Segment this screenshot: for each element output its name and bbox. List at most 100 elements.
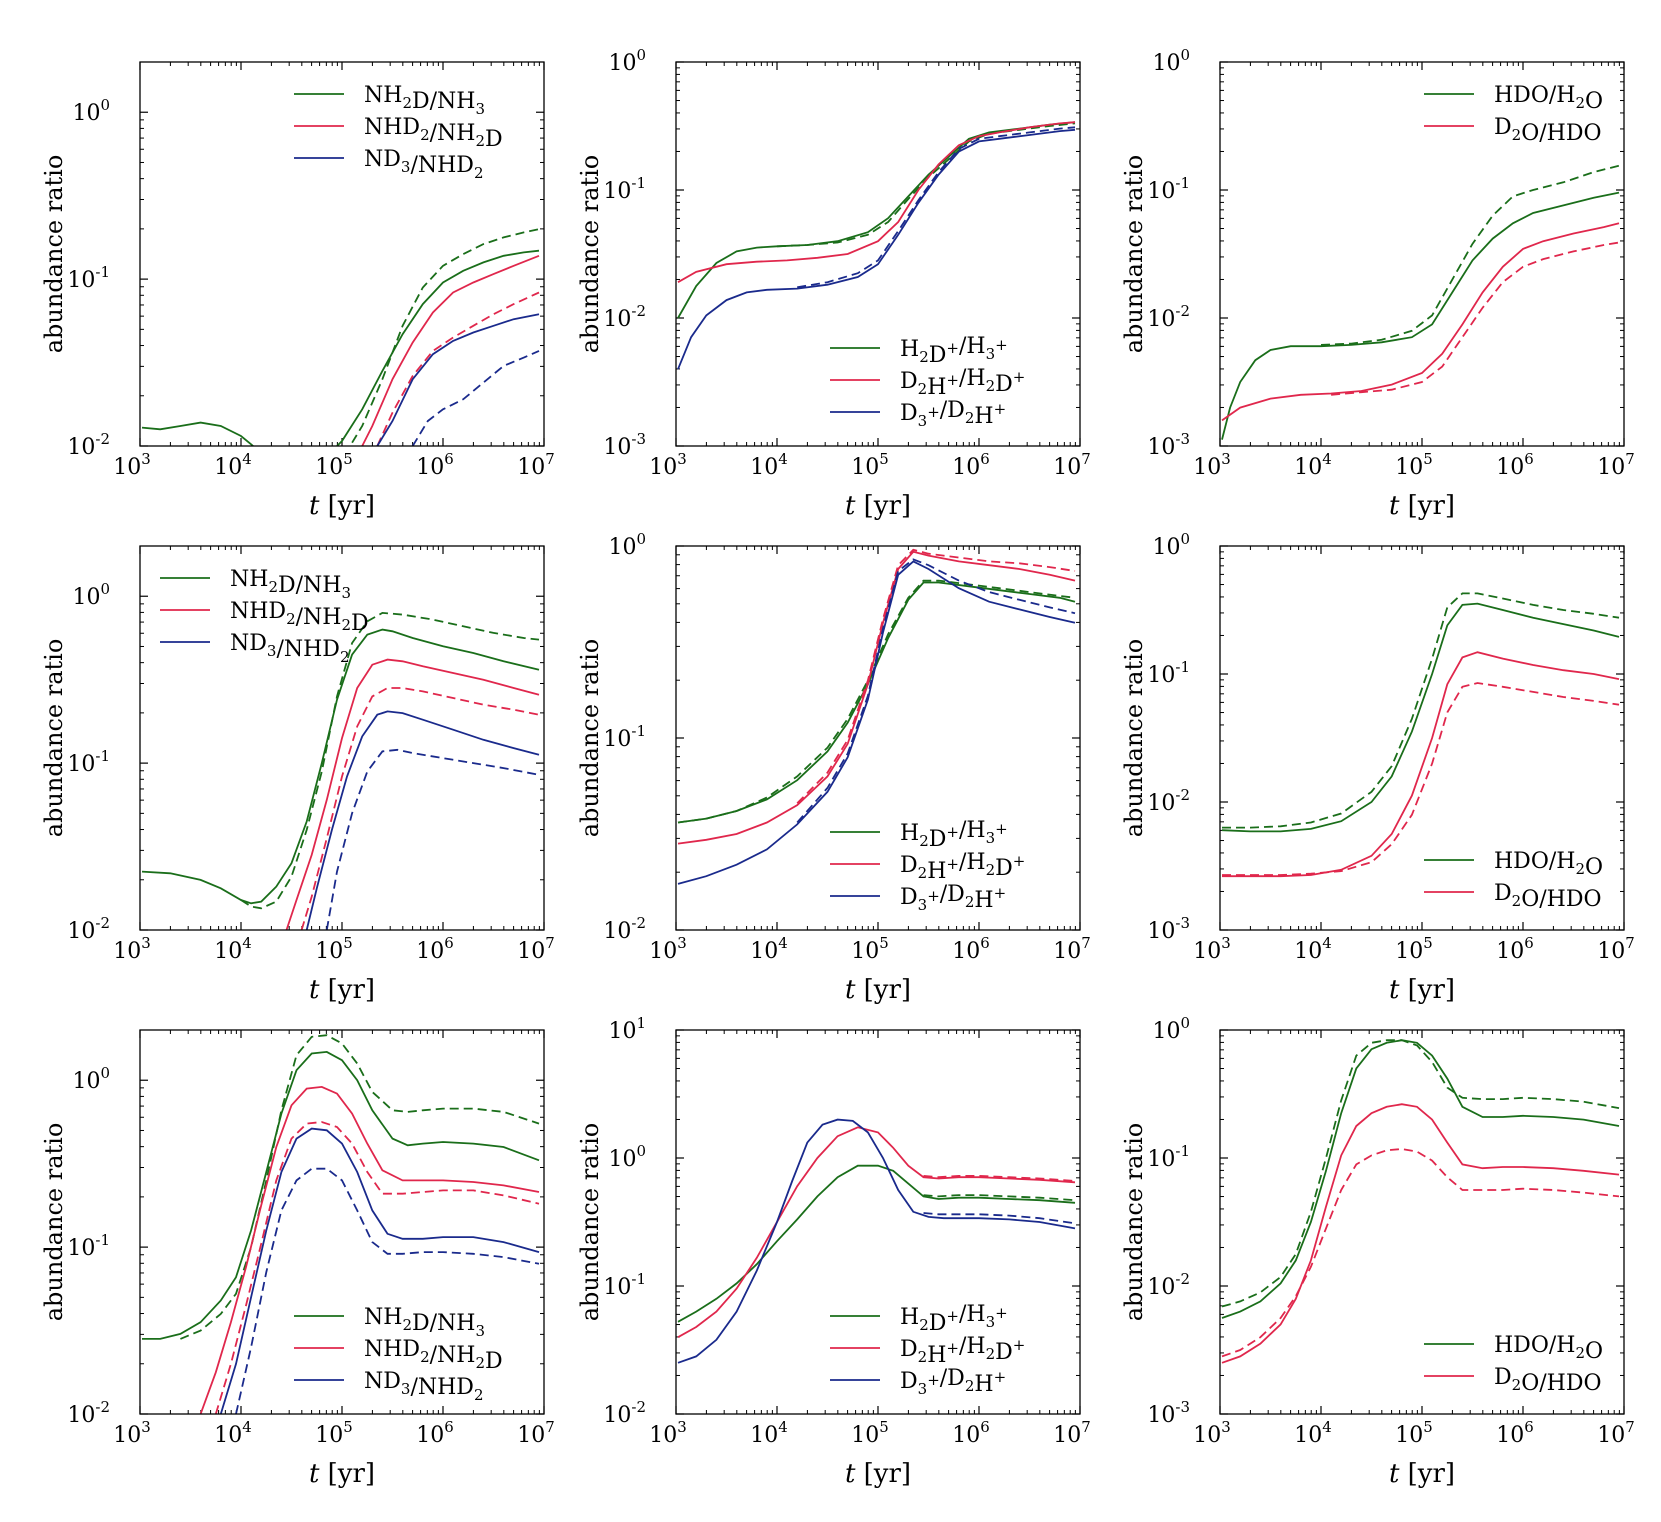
x-tick-label: 103 — [113, 934, 151, 964]
series-line-nhd2-nh2d — [285, 658, 540, 930]
y-tick-label: 10-2 — [1147, 1270, 1190, 1300]
panel-p22: 10-2 10-1 100 103 104 105 106 107 H2D+/H3+D2H+/H… — [576, 530, 1091, 1005]
series-group — [141, 228, 540, 446]
x-tick-label: 106 — [1496, 1418, 1534, 1448]
legend-label: HDO/H2O — [1494, 849, 1603, 880]
x-tick-label: 107 — [517, 934, 555, 964]
plot-frame — [139, 1029, 545, 1415]
plot-frame — [675, 545, 1081, 931]
legend-label: NH2D/NH3 — [364, 83, 485, 118]
panel-p11: 10-2 10-1 100 103 104 105 106 107 NH2D/NH3NHD2/N… — [40, 61, 555, 521]
panel-p33: 10-3 10-2 10-1 100 103 104 105 106 107 HDO/H2OD2O… — [1120, 1014, 1635, 1489]
x-tick-label: 105 — [851, 450, 889, 480]
x-tick-label: 104 — [1294, 1418, 1332, 1448]
y-tick-label: 10-1 — [1147, 174, 1190, 204]
y-tick-label: 10-3 — [1147, 430, 1190, 460]
legend-label: D2H+/H2D+ — [900, 1334, 1025, 1368]
y-tick-label: 100 — [608, 530, 646, 560]
x-tick-label: 107 — [517, 1418, 555, 1448]
x-tick-label: 106 — [952, 450, 990, 480]
x-tick-label: 103 — [1193, 934, 1231, 964]
series-group — [1221, 164, 1620, 440]
x-axis-label: t [yr] — [309, 1459, 375, 1489]
series-group — [677, 121, 1076, 370]
x-axis-label: t [yr] — [845, 1459, 911, 1489]
series-line-hdo-h2o — [1221, 1039, 1620, 1319]
x-tick-label: 107 — [1597, 934, 1635, 964]
y-tick-label: 100 — [72, 96, 110, 126]
x-tick-label: 104 — [1294, 934, 1332, 964]
legend-label: NHD2/NH2D — [364, 115, 503, 152]
series-line-d2o-hdo — [1221, 1103, 1620, 1364]
legend-label: H2D+/H3+ — [900, 1302, 1008, 1336]
y-axis-label: abundance ratio — [40, 639, 68, 838]
plot-frame — [1219, 1029, 1625, 1415]
x-tick-label: 103 — [113, 1418, 151, 1448]
legend-label: D3+/D2H+ — [900, 398, 1006, 430]
legend-label: HDO/H2O — [1494, 83, 1603, 114]
plot-frame — [1219, 61, 1625, 447]
x-tick-label: 107 — [1053, 1418, 1091, 1448]
y-tick-label: 10-3 — [1147, 914, 1190, 944]
series-line-d2o-hdo-dashed — [1222, 682, 1620, 876]
legend-label: NH2D/NH3 — [230, 567, 351, 602]
panel-p23: 10-3 10-2 10-1 100 103 104 105 106 107 HDO/H2OD2O… — [1120, 530, 1635, 1005]
y-tick-label: 10-2 — [603, 302, 646, 332]
x-tick-label: 104 — [750, 450, 788, 480]
series-line-d2o-hdo-dashed — [1331, 241, 1620, 396]
x-tick-label: 107 — [1053, 934, 1091, 964]
y-tick-label: 10-1 — [67, 1231, 110, 1261]
series-line-hdo-h2o — [1221, 191, 1620, 440]
series-line-h2d-h3-dashed — [776, 122, 1076, 248]
series-line-h2d-h3- — [677, 1164, 1076, 1323]
y-tick-label: 10-2 — [67, 1398, 110, 1428]
legend-label: H2D+/H3+ — [900, 818, 1008, 852]
legend-label: D2O/HDO — [1494, 115, 1602, 146]
series-line-d2h-h2d- — [677, 1126, 1076, 1338]
x-tick-label: 105 — [851, 1418, 889, 1448]
x-tick-label: 104 — [750, 934, 788, 964]
series-line-nd3-nhd2 — [305, 710, 540, 930]
series-line-nd3-nhd2-dashed — [411, 350, 540, 446]
x-tick-label: 105 — [1395, 1418, 1433, 1448]
x-tick-label: 106 — [416, 1418, 454, 1448]
x-axis-label: t [yr] — [1389, 491, 1455, 521]
series-line-nhd2-nh2d — [361, 254, 540, 446]
x-tick-label: 107 — [1597, 1418, 1635, 1448]
series-group — [141, 611, 540, 930]
series-line-d3-d2h-dashed — [923, 1212, 1076, 1225]
y-tick-label: 10-1 — [603, 722, 646, 752]
series-line-nhd2-nh2d-dashed — [376, 291, 540, 446]
x-tick-label: 106 — [952, 934, 990, 964]
series-group — [1221, 1039, 1620, 1364]
y-tick-label: 10-2 — [1147, 302, 1190, 332]
x-tick-label: 104 — [750, 1418, 788, 1448]
x-tick-label: 104 — [214, 934, 252, 964]
x-tick-label: 103 — [1193, 450, 1231, 480]
y-tick-label: 100 — [1152, 46, 1190, 76]
series-line-d3-d2h- — [677, 128, 1076, 370]
plot-frame — [139, 545, 545, 931]
x-tick-label: 106 — [416, 934, 454, 964]
x-tick-label: 105 — [851, 934, 889, 964]
series-group — [1221, 592, 1620, 878]
x-tick-label: 107 — [1597, 450, 1635, 480]
series-line-d3-d2h-dashed — [796, 558, 1076, 824]
y-tick-label: 10-1 — [603, 1270, 646, 1300]
series-line-hdo-h2o-dashed — [1222, 592, 1620, 829]
series-line-d2h-h2d-dashed — [923, 1175, 1076, 1182]
y-tick-label: 10-2 — [67, 430, 110, 460]
y-tick-label: 10-3 — [603, 430, 646, 460]
y-tick-label: 100 — [1152, 530, 1190, 560]
legend-label: D2O/HDO — [1494, 1365, 1602, 1396]
legend-label: D2H+/H2D+ — [900, 366, 1025, 400]
x-tick-label: 104 — [214, 1418, 252, 1448]
series-line-hdo-h2o-dashed — [1221, 1039, 1620, 1308]
series-line-nd3-nhd2-dashed — [235, 1167, 540, 1414]
legend: H2D+/H3+D2H+/H2D+D3+/D2H+ — [830, 1302, 1025, 1398]
y-tick-label: 10-1 — [603, 174, 646, 204]
